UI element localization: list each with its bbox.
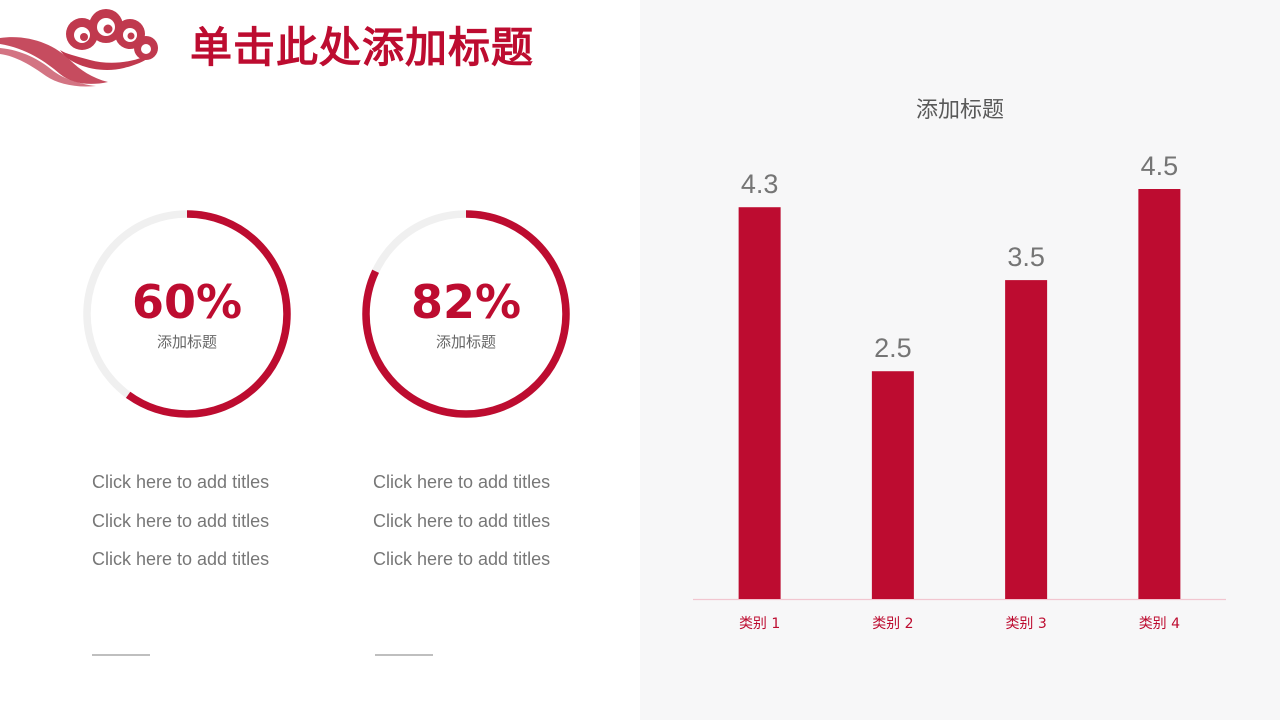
bar-3 (1005, 280, 1048, 599)
chart-title: 添加标题 (916, 98, 1004, 123)
bar-4 (1138, 189, 1181, 599)
text-line[interactable]: Click here to add titles (92, 549, 270, 569)
ring-progress-arc (362, 210, 570, 418)
text-line[interactable]: Click here to add titles (373, 510, 551, 531)
auspicious-cloud-icon (0, 9, 158, 87)
ring-percentage: 60% (131, 275, 243, 329)
data-label-2: 2.5 (874, 333, 912, 363)
bar-chart: 添加标题 4.3 类别 1 2.5 类别 2 3.5 类别 3 4.5 类别 4 (693, 98, 1226, 632)
data-label-1: 4.3 (741, 169, 779, 199)
text-line[interactable]: Click here to add titles (373, 549, 551, 569)
divider (92, 654, 150, 656)
x-tick-label-3: 类别 3 (1005, 616, 1046, 632)
page-title[interactable]: 单击此处添加标题 (190, 23, 535, 72)
divider (375, 654, 433, 656)
text-line[interactable]: Click here to add titles (92, 472, 270, 492)
ring-progress-arc (83, 210, 291, 418)
x-tick-label-1: 类别 1 (739, 616, 780, 632)
text-column-2: Click here to add titles Click here to a… (373, 470, 613, 586)
bar-1 (738, 207, 781, 599)
data-label-4: 4.5 (1141, 151, 1179, 181)
ring-label: 添加标题 (156, 333, 217, 351)
x-tick-label-2: 类别 2 (872, 616, 913, 632)
bar-2 (871, 371, 914, 599)
text-line[interactable]: Click here to add titles (373, 472, 551, 492)
text-column-1: Click here to add titles Click here to a… (92, 470, 332, 586)
ring-label: 添加标题 (435, 333, 496, 351)
x-tick-label-4: 类别 4 (1139, 616, 1180, 632)
text-line[interactable]: Click here to add titles (92, 510, 270, 531)
progress-ring-1: 60% 添加标题 (81, 208, 293, 420)
progress-ring-2: 82% 添加标题 (360, 208, 572, 420)
data-label-3: 3.5 (1007, 242, 1045, 272)
ring-percentage: 82% (410, 275, 522, 329)
